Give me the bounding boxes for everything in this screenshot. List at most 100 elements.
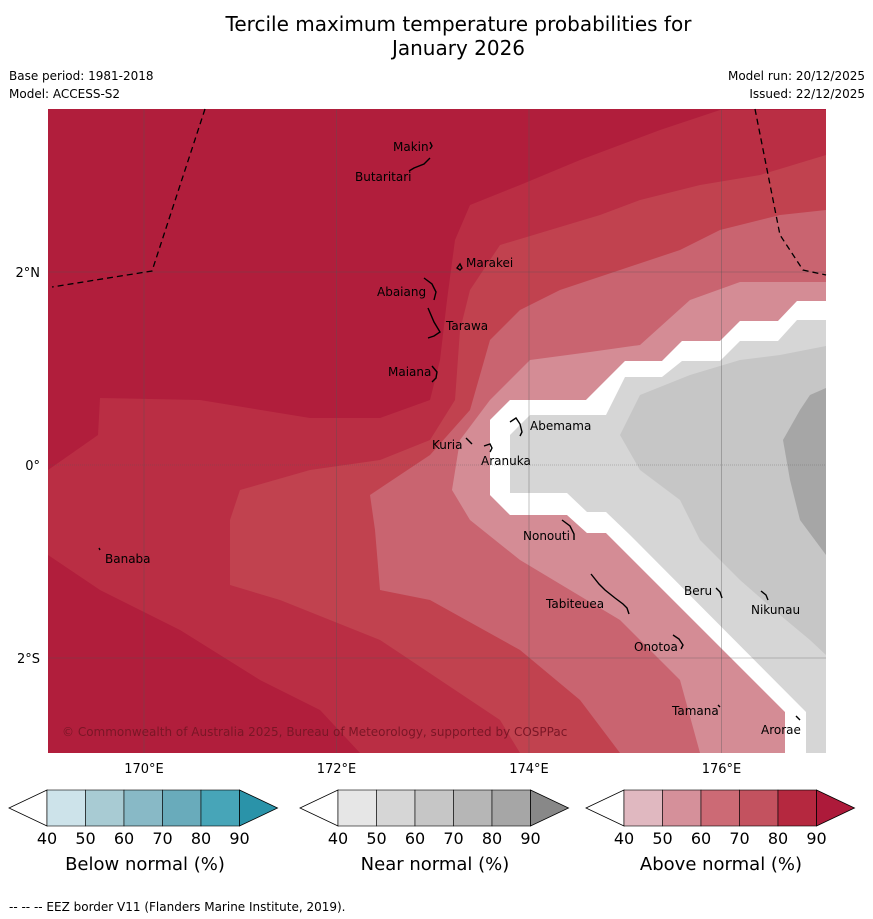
graticule: [48, 109, 826, 753]
colorbar-segment: [491, 789, 531, 827]
region-near-70: [783, 388, 826, 555]
colorbar-above-normal: 40 50 60 70 80 90: [585, 789, 856, 848]
colorbar-tick-label: 90: [229, 829, 249, 848]
colorbar-segment: [662, 789, 702, 827]
island-banaba-outline: [98, 547, 101, 551]
colorbar-tick-label: 90: [806, 829, 826, 848]
probability-contours: [48, 109, 826, 753]
place-label-makini: Makin: [393, 140, 429, 154]
colorbar-tick-label: 50: [75, 829, 95, 848]
colorbar-tick-label: 70: [443, 829, 463, 848]
copyright-notice: © Commonwealth of Australia 2025, Bureau…: [62, 725, 567, 739]
island-butaritari-outline: [408, 157, 431, 172]
colorbar-near-normal: 40 50 60 70 80 90: [299, 789, 570, 848]
lat-tick-label: 2°N: [16, 266, 41, 281]
place-label-nikunau: Nikunau: [751, 603, 800, 617]
island-tarawa-outline: [427, 307, 441, 339]
place-label-abaiang: Abaiang: [377, 285, 426, 299]
place-label-tabiteuea: Tabiteuea: [545, 597, 604, 611]
island-arorae-outline: [795, 715, 801, 721]
place-label-beru: Beru: [684, 584, 712, 598]
colorbar-segment: [414, 789, 454, 827]
colorbar-tick-label: 50: [366, 829, 386, 848]
place-label-banaba: Banaba: [105, 552, 151, 566]
colorbar-segment: [200, 789, 240, 827]
island-marakei-outline: [455, 262, 463, 271]
place-label-onotoa: Onotoa: [634, 640, 678, 654]
colorbar-tick-label: 40: [37, 829, 57, 848]
above-normal-label: Above normal (%): [639, 854, 803, 875]
model-name: Model: ACCESS-S2: [9, 87, 121, 101]
eez-source-note: -- -- -- EEZ border V11 (Flanders Marine…: [9, 900, 346, 914]
island-tabiteuea-outline: [590, 573, 630, 615]
lat-tick-label: 2°S: [17, 652, 40, 667]
lon-tick-label: 172°E: [317, 762, 357, 777]
colorbar-tick-label: 80: [191, 829, 211, 848]
colorbar-segment: [700, 789, 740, 827]
colorbar-tick-label: 80: [482, 829, 502, 848]
colorbar-min-extend: [8, 789, 48, 827]
islands: [98, 141, 801, 721]
colorbar-tick-label: 40: [614, 829, 634, 848]
place-label-tarawa: Tarawa: [445, 319, 488, 333]
place-label-abemama: Abemama: [530, 419, 591, 433]
colorbar-segment: [453, 789, 493, 827]
island-tamana-outline: [717, 704, 721, 708]
colorbar-tick-label: 80: [768, 829, 788, 848]
colorbar-segment: [623, 789, 663, 827]
colorbar-tick-label: 60: [691, 829, 711, 848]
lon-tick-label: 176°E: [702, 762, 742, 777]
place-label-marakei: Marakei: [466, 256, 513, 270]
colorbar-segment: [46, 789, 86, 827]
below-normal-label: Below normal (%): [65, 854, 225, 875]
colorbar-segment: [162, 789, 202, 827]
colorbars: 40 50 60 70 80 90 40 50 60 70 80 90 40 50 60 70 80 90: [8, 789, 856, 848]
eez-line-east: [754, 108, 827, 276]
island-makini-outline: [429, 141, 433, 150]
colorbar-tick-label: 40: [328, 829, 348, 848]
colorbar-segment: [376, 789, 416, 827]
place-label-arorae: Arorae: [761, 723, 801, 737]
colorbar-segment: [337, 789, 377, 827]
model-run: Model run: 20/12/2025: [727, 69, 865, 83]
title-line-1: Tercile maximum temperature probabilitie…: [225, 12, 692, 36]
colorbar-max-extend: [530, 789, 570, 827]
eez-line-west: [51, 108, 206, 288]
island-nonouti-outline: [561, 519, 575, 540]
near-normal-label: Near normal (%): [360, 854, 510, 875]
chart-title: Tercile maximum temperature probabilitie…: [0, 12, 873, 60]
island-kuria-outline: [465, 437, 473, 445]
place-label-maiana: Maiana: [388, 365, 431, 379]
colorbar-max-extend: [816, 789, 856, 827]
place-labels: Makin Butaritari Marakei Abaiang Tarawa Maian…: [105, 140, 801, 737]
region-near-60: [620, 346, 826, 655]
island-beru-outline: [715, 587, 723, 599]
island-abaiang-outline: [423, 277, 437, 301]
title-line-2: January 2026: [391, 36, 526, 60]
lon-tick-label: 170°E: [124, 762, 164, 777]
colorbar-tick-label: 50: [652, 829, 672, 848]
place-label-tamana: Tamana: [671, 704, 719, 718]
island-aranuka-outline: [483, 443, 493, 453]
colorbar-below-normal: 40 50 60 70 80 90: [8, 789, 279, 848]
colorbar-segment: [777, 789, 817, 827]
colorbar-max-extend: [239, 789, 279, 827]
lon-tick-label: 174°E: [509, 762, 549, 777]
axis-labels: 170°E 172°E 174°E 176°E 2°N 0° 2°S: [16, 266, 742, 777]
island-abemama-outline: [509, 417, 523, 437]
colorbar-tick-label: 90: [520, 829, 540, 848]
place-label-nonouti: Nonouti: [523, 529, 570, 543]
colorbar-segment: [123, 789, 163, 827]
colorbar-segment: [85, 789, 125, 827]
colorbar-tick-label: 60: [114, 829, 134, 848]
place-label-kuria: Kuria: [432, 438, 463, 452]
colorbar-segment: [739, 789, 779, 827]
colorbar-tick-label: 70: [152, 829, 172, 848]
colorbar-min-extend: [299, 789, 339, 827]
island-maiana-outline: [431, 365, 438, 383]
base-period: Base period: 1981-2018: [9, 69, 154, 83]
island-nikunau-outline: [760, 590, 769, 601]
place-label-aranuka: Aranuka: [481, 454, 531, 468]
colorbar-tick-label: 70: [729, 829, 749, 848]
